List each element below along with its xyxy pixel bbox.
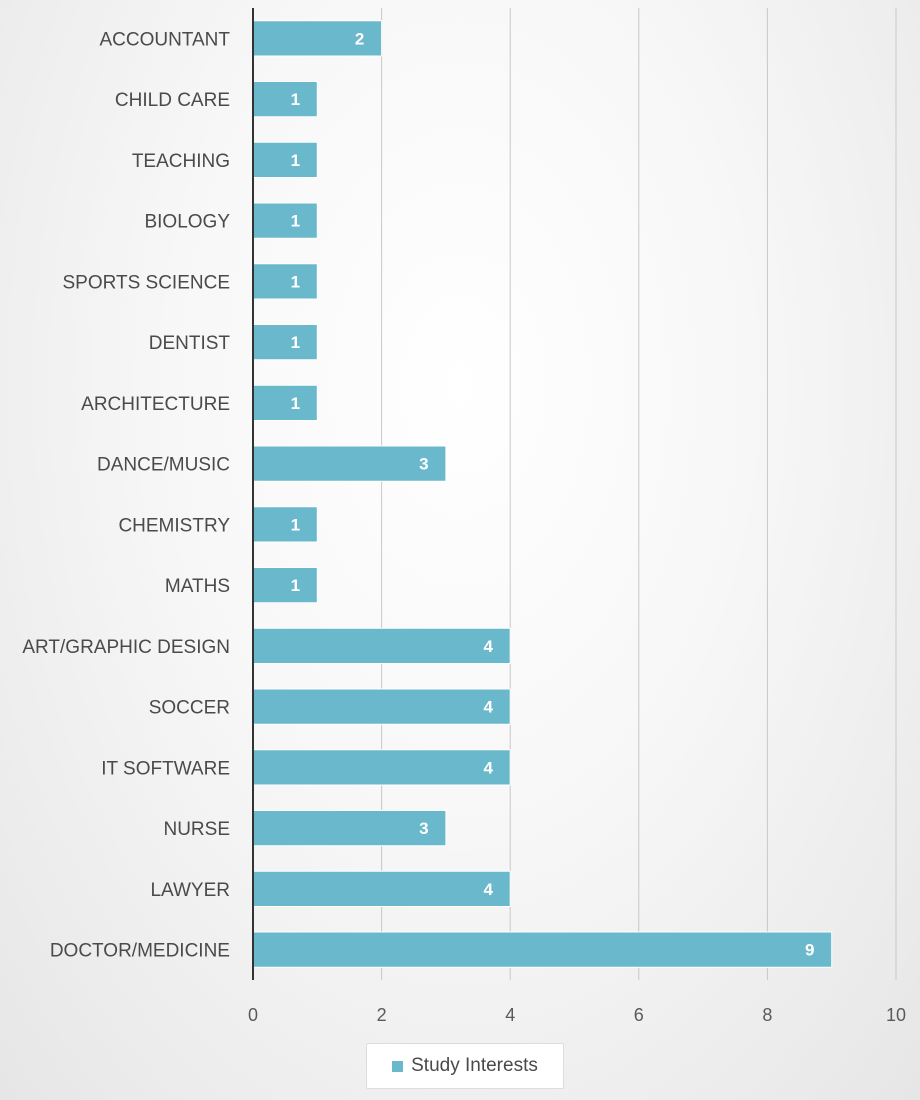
data-label: 1 bbox=[291, 576, 300, 595]
data-label: 3 bbox=[419, 455, 428, 474]
category-label: LAWYER bbox=[150, 880, 230, 901]
bar-biology bbox=[252, 202, 318, 239]
category-label: ARCHITECTURE bbox=[81, 394, 230, 415]
data-label: 1 bbox=[291, 212, 300, 231]
x-tick-label: 10 bbox=[886, 1005, 906, 1025]
bar-teaching bbox=[252, 141, 318, 178]
category-label: DOCTOR/MEDICINE bbox=[50, 941, 230, 962]
category-label: CHILD CARE bbox=[115, 90, 230, 111]
data-label: 1 bbox=[291, 151, 300, 170]
category-label: SOCCER bbox=[149, 698, 230, 719]
x-tick-label: 8 bbox=[762, 1005, 772, 1025]
bar-doctor-medicine bbox=[252, 931, 833, 968]
legend: Study Interests bbox=[366, 1043, 564, 1089]
bar-chart: 2 ACCOUNTANT 1 CHILD CARE 1 TEACHING 1 BIOLOGY 1… bbox=[22, 8, 906, 1025]
category-label: DANCE/MUSIC bbox=[97, 455, 230, 476]
bar-soccer bbox=[252, 688, 511, 725]
bar-it-software bbox=[252, 749, 511, 786]
category-label: DENTIST bbox=[149, 333, 231, 354]
legend-label: Study Interests bbox=[411, 1055, 538, 1076]
data-label: 4 bbox=[483, 880, 493, 899]
bar-child-care bbox=[252, 81, 318, 118]
category-label: CHEMISTRY bbox=[118, 515, 230, 536]
x-tick-label: 2 bbox=[377, 1005, 387, 1025]
category-label: TEACHING bbox=[132, 151, 230, 172]
bars bbox=[252, 20, 833, 968]
bar-maths bbox=[252, 567, 318, 604]
data-label: 1 bbox=[291, 90, 300, 109]
bar-architecture bbox=[252, 384, 318, 421]
x-tick-label: 0 bbox=[248, 1005, 258, 1025]
data-label: 9 bbox=[805, 941, 814, 960]
bar-dentist bbox=[252, 324, 318, 361]
labels: 2 ACCOUNTANT 1 CHILD CARE 1 TEACHING 1 BIOLOGY 1… bbox=[22, 29, 906, 1025]
category-label: ART/GRAPHIC DESIGN bbox=[22, 637, 230, 658]
category-label: SPORTS SCIENCE bbox=[62, 272, 230, 293]
category-label: MATHS bbox=[165, 576, 230, 597]
data-label: 4 bbox=[483, 758, 493, 777]
x-tick-label: 6 bbox=[634, 1005, 644, 1025]
category-label: ACCOUNTANT bbox=[99, 29, 230, 50]
grid-lines bbox=[381, 8, 897, 980]
category-label: BIOLOGY bbox=[144, 212, 230, 233]
bar-art-graphic-design bbox=[252, 627, 511, 664]
data-label: 4 bbox=[483, 637, 493, 656]
data-label: 2 bbox=[355, 29, 364, 48]
data-label: 1 bbox=[291, 333, 300, 352]
data-label: 1 bbox=[291, 272, 300, 291]
data-label: 1 bbox=[291, 515, 300, 534]
bar-lawyer bbox=[252, 870, 511, 907]
data-label: 4 bbox=[483, 698, 493, 717]
category-label: IT SOFTWARE bbox=[101, 758, 230, 779]
bar-dance-music bbox=[252, 445, 447, 482]
bar-sports-science bbox=[252, 263, 318, 300]
data-label: 1 bbox=[291, 394, 300, 413]
bar-accountant bbox=[252, 20, 383, 57]
bar-nurse bbox=[252, 810, 447, 847]
bar-chemistry bbox=[252, 506, 318, 543]
legend-swatch bbox=[392, 1060, 404, 1072]
category-label: NURSE bbox=[163, 819, 230, 840]
x-tick-label: 4 bbox=[505, 1005, 515, 1025]
data-label: 3 bbox=[419, 819, 428, 838]
